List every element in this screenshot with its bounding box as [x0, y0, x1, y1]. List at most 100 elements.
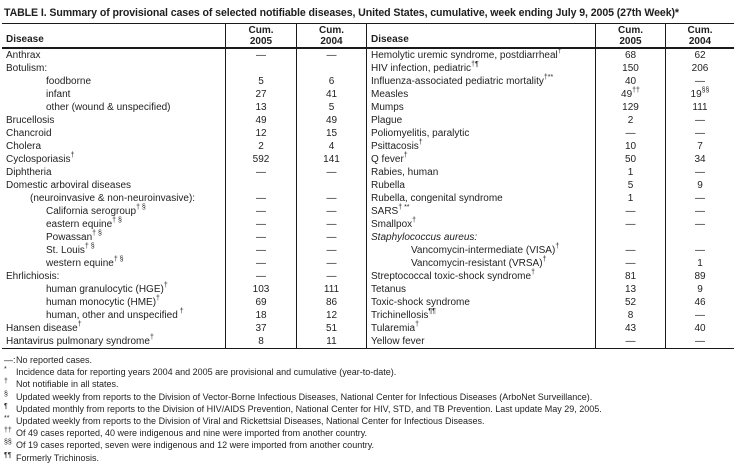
cum-2005-cell: 49††: [595, 87, 665, 101]
cum-2005-cell: 13: [225, 101, 296, 114]
disease-name-cell: Q fever†: [366, 151, 595, 166]
disease-name: Trichinellosis: [371, 310, 429, 321]
cum-2005-cell: 129: [595, 101, 665, 114]
footnote: * Incidence data for reporting years 200…: [4, 366, 734, 378]
footnote: ** Updated weekly from reports to the Di…: [4, 415, 734, 427]
disease-footnote-marker: †: [557, 47, 562, 55]
disease-name: St. Louis: [46, 245, 85, 256]
disease-name: foodborne: [46, 76, 92, 87]
footnote-text: Of 19 cases reported, seven were indigen…: [16, 440, 375, 451]
footnote: † Not notifiable in all states.: [4, 378, 734, 390]
disease-name: Brucellosis: [6, 115, 55, 126]
table-row: Smallpox† — —: [366, 217, 734, 231]
footnote-marker: —:: [4, 355, 16, 365]
disease-footnote-marker: ¶¶: [428, 307, 436, 315]
footnote-marker: §: [4, 390, 8, 398]
cum-2005-value: —: [625, 128, 636, 139]
cum-2005-value: 69: [255, 297, 267, 308]
disease-name: Anthrax: [6, 50, 41, 61]
disease-name: Hemolytic uremic syndrome, postdiarrheal: [371, 50, 558, 61]
footnote-text: Incidence data for reporting years 2004 …: [16, 367, 397, 378]
disease-name-cell: Rubella: [366, 179, 595, 192]
table-row: Vancomycin-intermediate (VISA)† — —: [366, 243, 734, 257]
cum-2005-value: 13: [255, 102, 267, 113]
disease-footnote-marker: † §: [113, 255, 124, 263]
footnote-text: Updated weekly from reports to the Divis…: [16, 416, 485, 427]
disease-name-cell: Tularemia†: [366, 321, 595, 335]
table-row: California serogroup† § — —: [2, 204, 366, 218]
table-row: Plague 2 —: [366, 114, 734, 127]
disease-name: (neuroinvasive & non-neuroinvasive):: [30, 193, 196, 204]
cum-2004-value: —: [695, 245, 705, 256]
cum-2005-cell: —: [595, 244, 665, 257]
cum-2005-value: 49: [255, 115, 267, 126]
cum-2005-value: 2: [627, 115, 634, 126]
cum-2004-cell: —: [296, 166, 366, 179]
cum-2004-cell: —: [296, 244, 366, 257]
footnote-marker: †: [4, 378, 8, 386]
cum-2005-cell: 43: [595, 322, 665, 335]
disease-footnote-marker: †: [403, 151, 408, 159]
cum-2004-cell: 1: [665, 257, 734, 270]
table-row: Tetanus 13 9: [366, 283, 734, 296]
cum-2005-value: —: [256, 50, 266, 61]
disease-name-cell: Staphylococcus aureus:: [366, 231, 595, 244]
footnote-text: Not notifiable in all states.: [16, 379, 119, 390]
cum-2004-value: —: [326, 219, 337, 230]
cum-2004-column-header: Cum. 2004: [665, 24, 734, 47]
cum-2005-cell: 5: [595, 179, 665, 192]
cum-2005-cell: 5: [225, 75, 296, 88]
disease-name-cell: St. Louis† §: [2, 243, 225, 257]
footnote-marker: *: [4, 366, 7, 374]
disease-name: Botulism:: [6, 63, 48, 74]
cum-2005-cell: 10: [595, 140, 665, 153]
cum-2005-value: 1: [627, 167, 634, 178]
table-row: Measles 49†† 19§§: [366, 87, 734, 101]
disease-footnote-marker: †: [418, 138, 423, 146]
footnote: § Updated weekly from reports to the Div…: [4, 391, 734, 403]
disease-footnote-marker: †: [177, 307, 184, 315]
cum-label: Cum.: [618, 24, 643, 36]
table-row: Vancomycin-resistant (VRSA)† — 1: [366, 256, 734, 270]
disease-name-cell: western equine† §: [2, 255, 225, 270]
cum-2005-value: 52: [624, 297, 637, 308]
cum-2004-value: —: [326, 245, 337, 256]
disease-name-cell: other (wound & unspecified): [2, 101, 225, 114]
table-row: Influenza-associated pediatric mortality…: [366, 74, 734, 88]
disease-name-cell: human monocytic (HME)†: [2, 295, 225, 309]
cum-2005-cell: 12: [225, 127, 296, 140]
cum-2004-cell: 46: [665, 296, 734, 309]
disease-name-cell: Ehrlichiosis:: [2, 270, 225, 283]
cum-2005-value: 129: [622, 102, 639, 113]
disease-name: Smallpox: [371, 219, 413, 230]
cum-2005-cell: 49: [225, 114, 296, 127]
cum-2005-cell: —: [225, 231, 296, 244]
disease-footnote-marker: †: [70, 151, 75, 159]
footnote-marker: §§: [4, 439, 12, 447]
disease-name-cell: Measles: [366, 88, 595, 101]
table-row: Domestic arboviral diseases: [2, 179, 366, 192]
cum-2004-cell: 12: [296, 309, 366, 322]
cum-2004-value: —: [326, 193, 337, 204]
cum-2004-value: —: [695, 128, 705, 139]
disease-footnote-marker: †: [163, 281, 168, 289]
cum-2004-value: —: [326, 167, 337, 178]
cum-2004-cell: 5: [296, 101, 366, 114]
disease-name: Poliomyelitis, paralytic: [371, 128, 470, 139]
footnote-text: Updated monthly from reports to the Divi…: [16, 403, 602, 414]
cum-2004-value: —: [695, 76, 705, 87]
table-row: HIV infection, pediatric†¶ 150 206: [366, 60, 734, 75]
cum-2004-cell: 4: [296, 140, 366, 153]
cum-2004-cell: —: [665, 218, 734, 231]
cum-2004-cell: —: [665, 335, 734, 348]
table-row: Chancroid 12 15: [2, 127, 366, 140]
disease-footnote-marker: †¶: [471, 60, 479, 68]
disease-name: Vancomycin-resistant (VRSA): [411, 258, 543, 269]
cum-2004-value: —: [695, 310, 705, 321]
cum-label: Cum.: [319, 24, 344, 36]
cum-2004-cell: 111: [665, 101, 734, 114]
year-label: 2005: [619, 35, 642, 47]
cum-2004-value: —: [695, 206, 705, 217]
disease-name: infant: [46, 89, 71, 100]
cum-2004-value: —: [326, 206, 337, 217]
